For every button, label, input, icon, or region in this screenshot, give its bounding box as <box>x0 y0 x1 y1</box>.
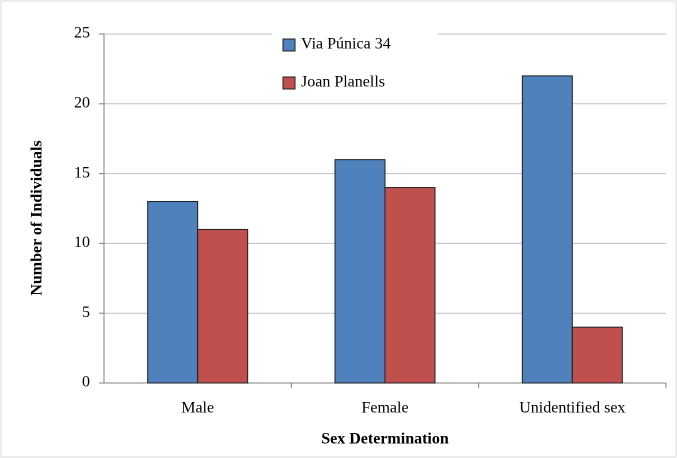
x-tick-label: Female <box>361 400 408 417</box>
legend-label: Joan Planells <box>301 74 385 91</box>
legend-swatch <box>282 76 296 90</box>
y-tick-label: 20 <box>74 94 90 111</box>
legend-box <box>272 26 438 102</box>
y-axis-title: Number of Individuals <box>29 140 46 295</box>
y-tick-label: 15 <box>74 164 90 181</box>
x-tick-label: Male <box>181 400 214 417</box>
y-tick-label: 10 <box>74 234 90 251</box>
bar <box>197 228 249 384</box>
bar <box>521 75 573 384</box>
bar <box>334 159 386 384</box>
bar <box>571 326 623 384</box>
legend-swatch <box>282 38 296 52</box>
x-tick-label: Unidentified sex <box>519 400 625 417</box>
y-tick-label: 0 <box>82 374 90 391</box>
bar <box>147 201 199 384</box>
bar <box>384 187 436 384</box>
legend-label: Via Púnica 34 <box>301 36 391 53</box>
y-tick-label: 25 <box>74 25 90 42</box>
x-axis-title: Sex Determination <box>321 431 449 448</box>
y-tick-label: 5 <box>82 304 90 321</box>
